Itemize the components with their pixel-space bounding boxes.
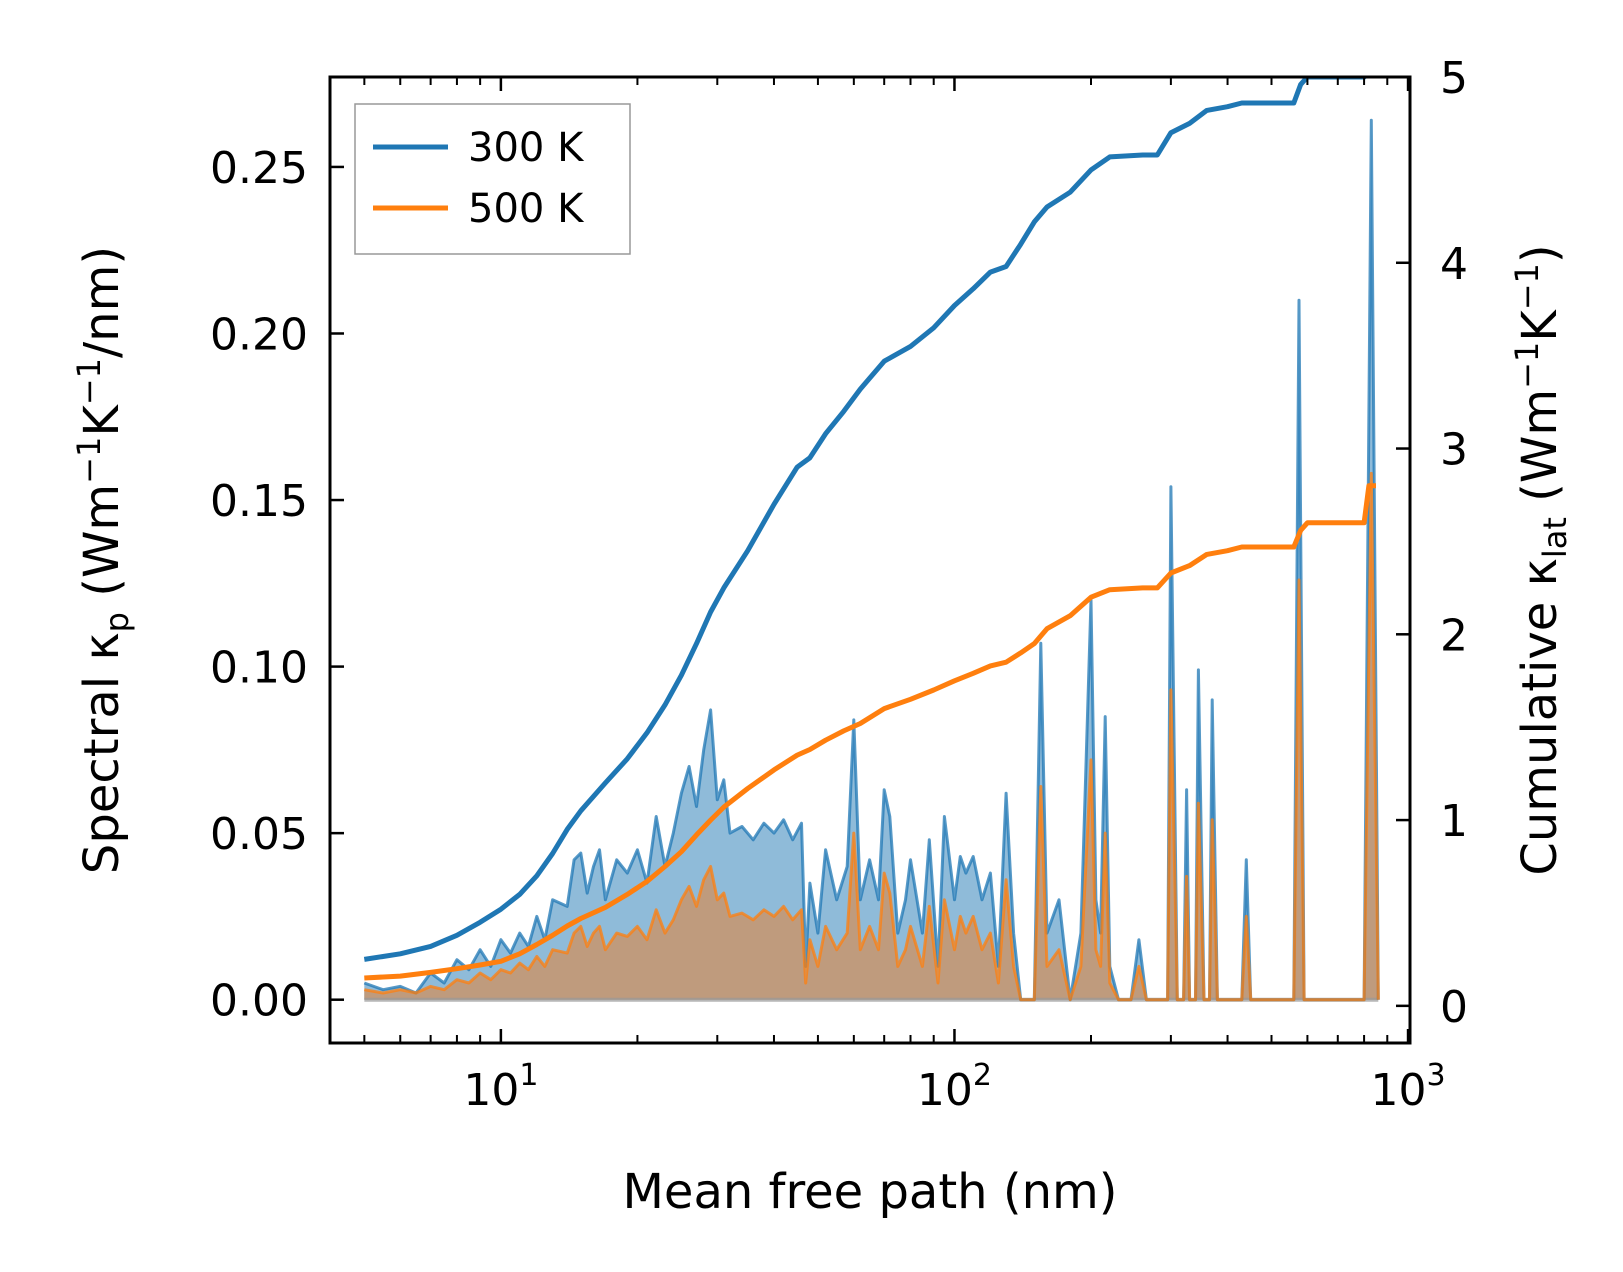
tick-labels: 101 102 103 0.00 0.05 0.10 0.15 0.20 0.25 0 1 2 3 4 5 xyxy=(210,53,1468,1116)
y-right-tick-label: 1 xyxy=(1440,796,1468,847)
legend-label-300k: 300 K xyxy=(468,125,585,171)
y-right-pre: Cumulative κ xyxy=(1512,558,1568,876)
y-left-sup2: −1 xyxy=(70,358,108,405)
spectral-lines xyxy=(363,118,1380,1002)
y-left-pre: Spectral κ xyxy=(74,632,130,874)
y-right-end: ) xyxy=(1512,244,1568,263)
cumulative-line-500k xyxy=(364,483,1376,981)
y-left-tick-label: 0.15 xyxy=(210,476,308,527)
x-tick-label: 103 xyxy=(1370,1058,1445,1116)
cumulative-lines xyxy=(363,77,1376,981)
axis-ticks xyxy=(330,75,1410,1043)
y-left-mid: K xyxy=(74,404,130,437)
y-left-end: /nm) xyxy=(74,246,130,358)
y-right-tick-label: 5 xyxy=(1440,53,1468,104)
y-axis-title-left: Spectral κp (Wm−1K−1/nm) xyxy=(70,246,136,874)
legend-box xyxy=(354,103,631,255)
legend: 300 K 500 K xyxy=(354,103,631,255)
y-right-post: (Wm xyxy=(1512,389,1568,517)
y-left-tick-label: 0.25 xyxy=(210,143,308,194)
y-axis-title-right: Cumulative κlat (Wm−1K−1) xyxy=(1508,244,1574,875)
y-right-sup1: −1 xyxy=(1508,342,1546,389)
cumulative-line-300k xyxy=(363,77,1367,962)
y-right-tick-label: 0 xyxy=(1440,982,1468,1033)
plot-frame xyxy=(328,75,1412,1045)
y-right-sup2: −1 xyxy=(1508,263,1546,310)
y-left-tick-label: 0.05 xyxy=(210,809,308,860)
y-right-tick-label: 3 xyxy=(1440,425,1468,476)
y-left-post: (Wm xyxy=(74,484,130,612)
y-left-tick-label: 0.10 xyxy=(210,643,308,694)
y-right-tick-label: 4 xyxy=(1440,239,1468,290)
y-right-sub: lat xyxy=(1536,517,1574,558)
x-tick-label: 102 xyxy=(917,1058,992,1116)
spectral-line-500k xyxy=(364,471,1380,1002)
x-axis-title: Mean free path (nm) xyxy=(623,1164,1118,1220)
y-left-tick-label: 0.20 xyxy=(210,309,308,360)
y-left-tick-label: 0.00 xyxy=(210,976,308,1027)
y-right-mid: K xyxy=(1512,309,1568,342)
legend-label-500k: 500 K xyxy=(468,186,585,232)
y-right-tick-label: 2 xyxy=(1440,610,1468,661)
y-left-sub: p xyxy=(98,612,136,632)
x-tick-label: 101 xyxy=(463,1058,538,1116)
y-left-sup1: −1 xyxy=(70,437,108,484)
